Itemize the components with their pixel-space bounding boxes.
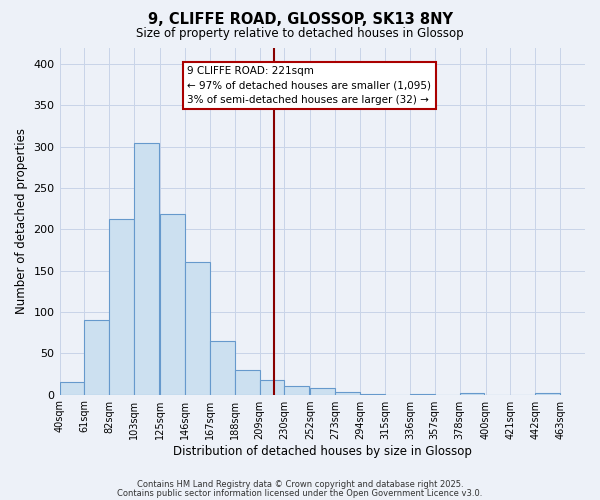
Text: Contains public sector information licensed under the Open Government Licence v3: Contains public sector information licen… bbox=[118, 488, 482, 498]
Text: Size of property relative to detached houses in Glossop: Size of property relative to detached ho… bbox=[136, 28, 464, 40]
Bar bbox=[260, 380, 284, 394]
Bar bbox=[85, 320, 109, 394]
X-axis label: Distribution of detached houses by size in Glossop: Distribution of detached houses by size … bbox=[173, 444, 472, 458]
Bar bbox=[284, 386, 309, 394]
Y-axis label: Number of detached properties: Number of detached properties bbox=[15, 128, 28, 314]
Bar bbox=[335, 392, 360, 394]
Bar bbox=[160, 214, 185, 394]
Bar bbox=[210, 341, 235, 394]
Bar bbox=[109, 220, 134, 394]
Bar bbox=[310, 388, 335, 394]
Text: Contains HM Land Registry data © Crown copyright and database right 2025.: Contains HM Land Registry data © Crown c… bbox=[137, 480, 463, 489]
Bar bbox=[535, 393, 560, 394]
Text: 9 CLIFFE ROAD: 221sqm
← 97% of detached houses are smaller (1,095)
3% of semi-de: 9 CLIFFE ROAD: 221sqm ← 97% of detached … bbox=[187, 66, 431, 106]
Bar bbox=[185, 262, 210, 394]
Bar bbox=[59, 382, 85, 394]
Bar bbox=[235, 370, 260, 394]
Bar bbox=[134, 142, 159, 394]
Bar bbox=[460, 393, 484, 394]
Text: 9, CLIFFE ROAD, GLOSSOP, SK13 8NY: 9, CLIFFE ROAD, GLOSSOP, SK13 8NY bbox=[148, 12, 452, 28]
